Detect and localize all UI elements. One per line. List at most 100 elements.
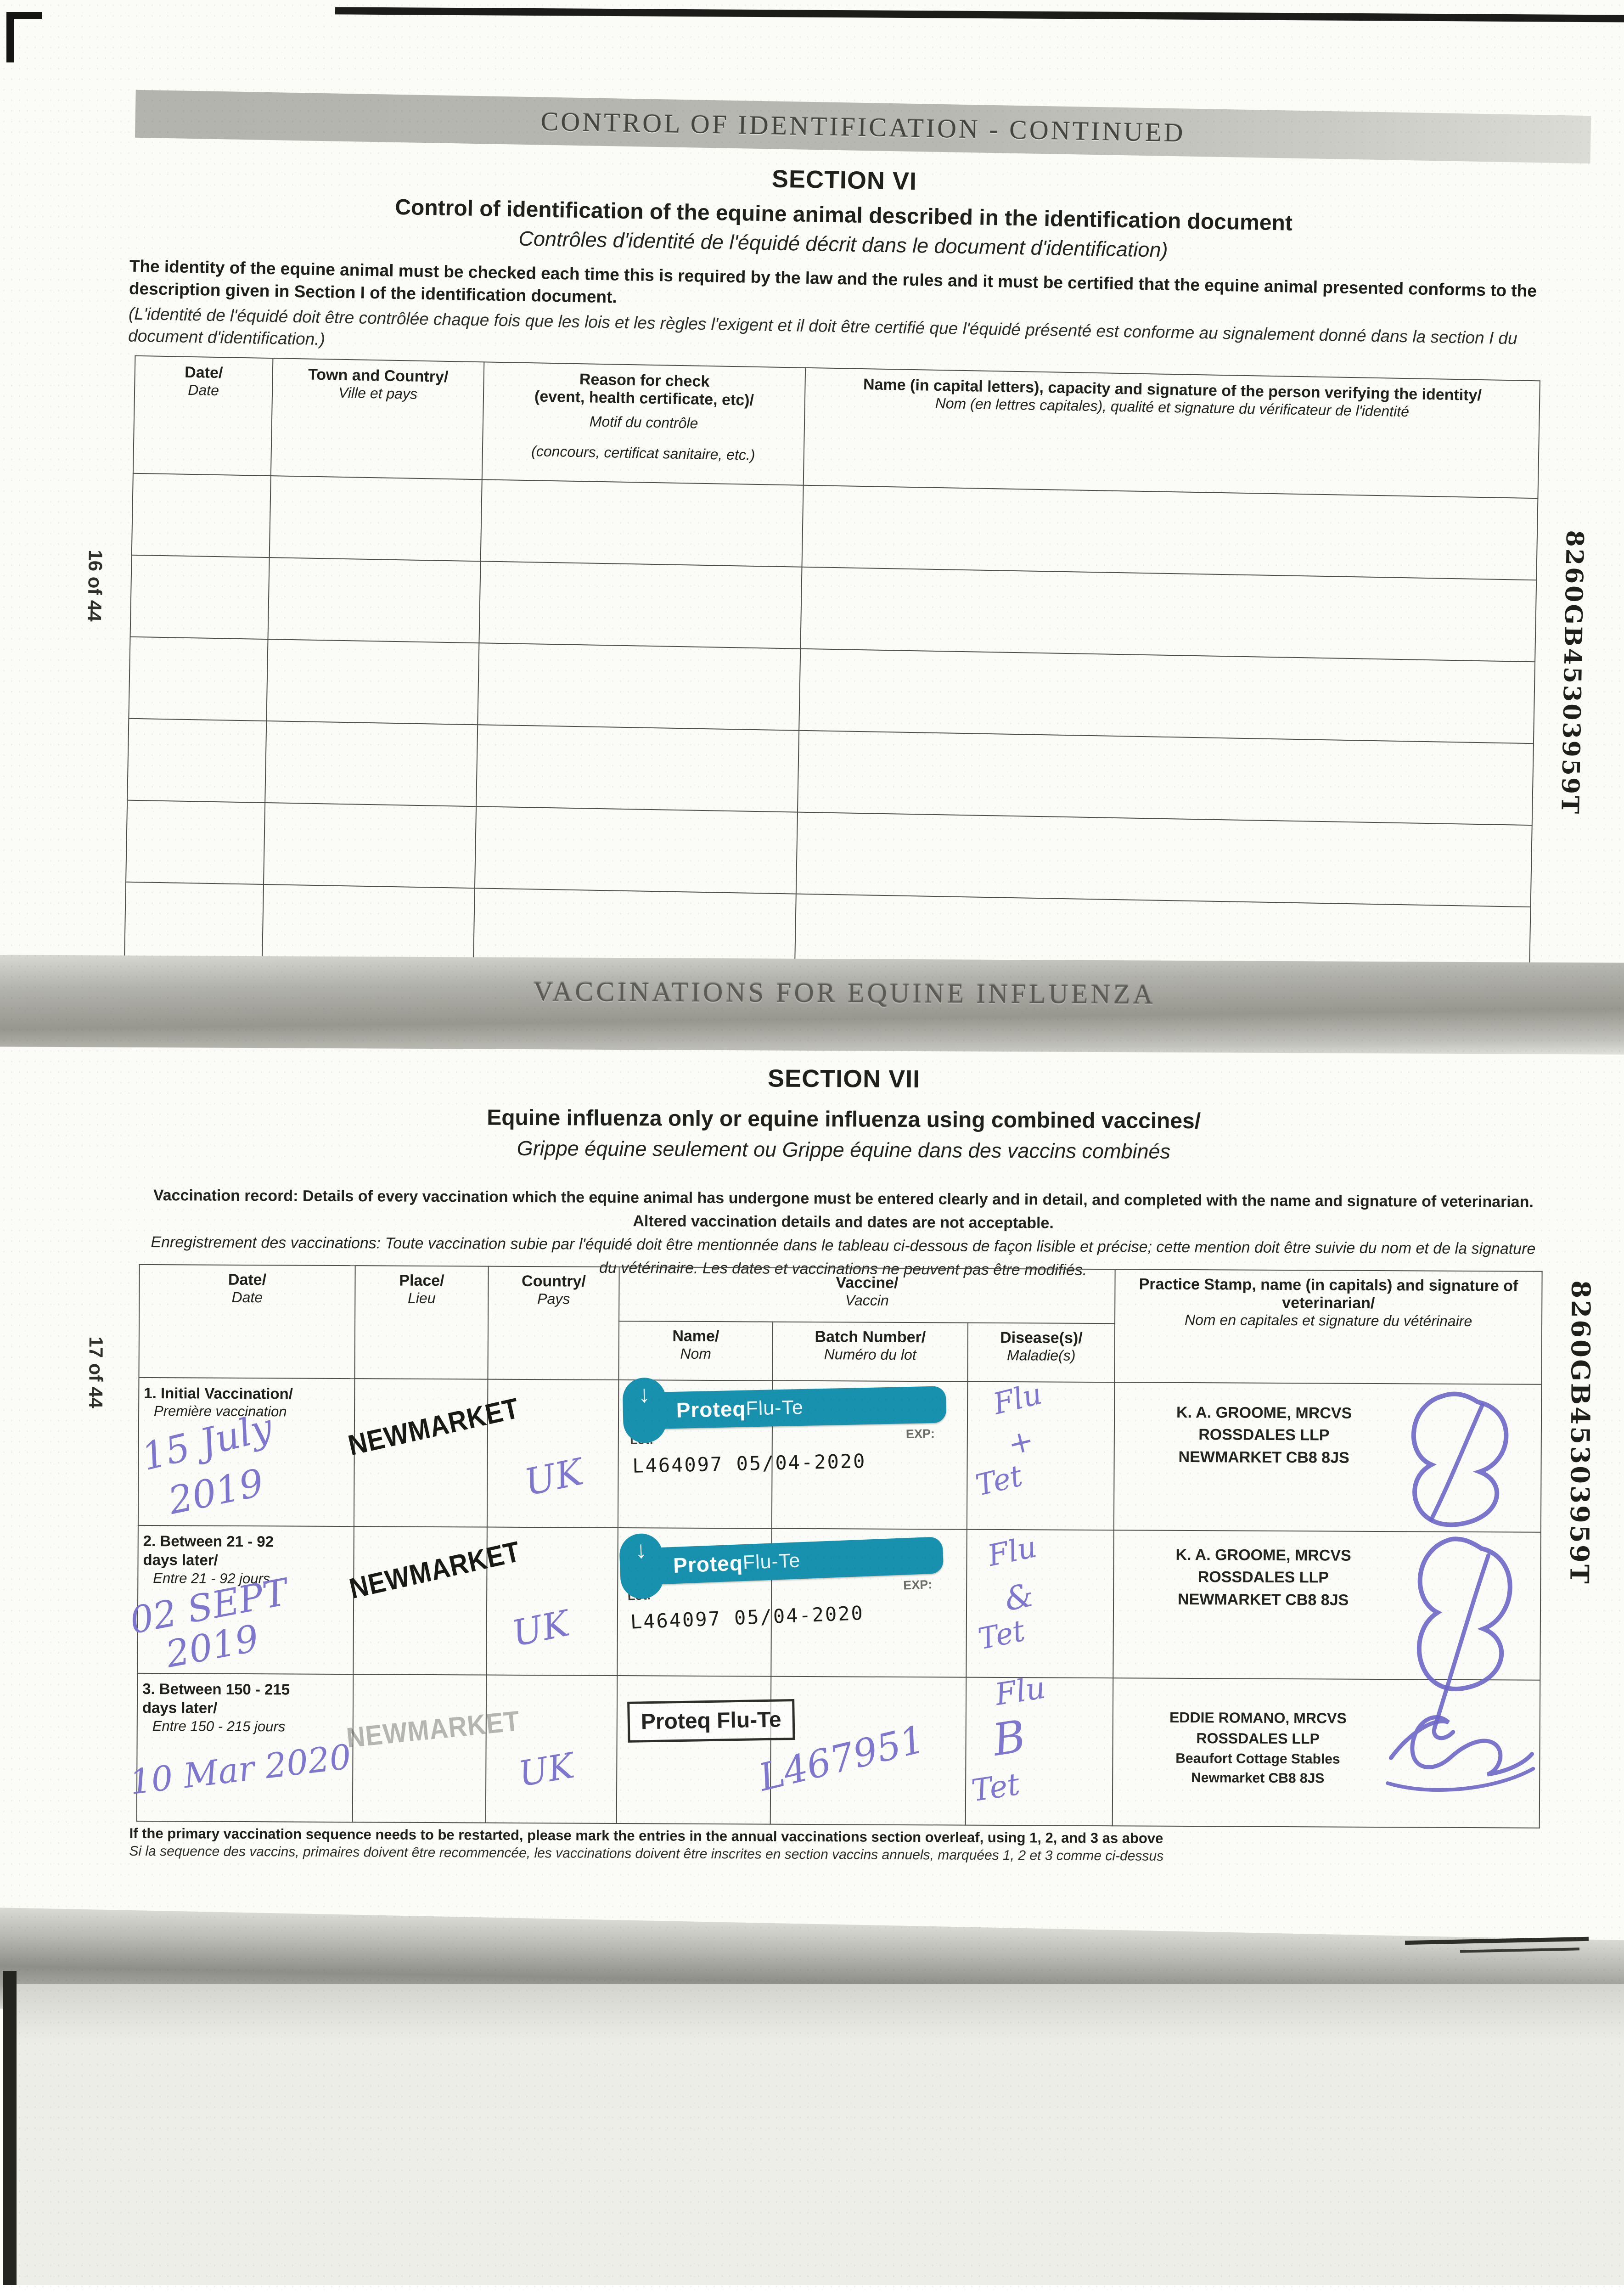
vet-stamp-line: ROSSDALES LLP [1197,1568,1329,1587]
section-vii-heading: SECTION VII [767,1064,921,1093]
col-town-country: Town and Country/ Ville et pays [270,358,484,480]
col-date: Date/ Date [139,1264,355,1379]
col-place: Place/ Lieu [354,1266,489,1379]
col-date-en: Date/ [228,1271,267,1289]
col-batch: Batch Number/ Numéro du lot [772,1322,968,1382]
section-vii-page: VACCINATIONS FOR EQUINE INFLUENZA SECTIO… [0,951,1624,1932]
handwritten-date: 10 Mar 2020 [127,1737,354,1803]
document-code: 8260GB45303959T [1564,1280,1596,1586]
place-cell: NEWMARKET [346,1526,523,1675]
col-country: Country/ Pays [488,1266,619,1380]
col-reason-fr2: (concours, certificat sanitaire, etc.) [531,443,755,463]
handwritten-disease: Flu [985,1530,1040,1574]
handwritten-country: UK [515,1745,577,1795]
vaccine-name-cell: ↓ Proteq Flu-Te Lot: EXP: L464097 05/04-… [617,1527,944,1677]
col-country-en: Country/ [522,1272,586,1290]
down-arrow-icon: ↓ [638,1381,651,1408]
handwritten-disease: + [1004,1422,1038,1463]
col-vname-en: Name/ [672,1327,719,1345]
col-date-en: Date/ [184,363,223,382]
vet-stamp-line: NEWMARKET CB8 8JS [1177,1590,1349,1609]
batch-cell [771,1528,967,1677]
col-disease-fr: Maladie(s) [1006,1347,1076,1364]
handwritten-batch: L467951 [754,1717,929,1800]
country-cell: UK [485,1675,618,1823]
row1-label-en: 1. Initial Vaccination/ [144,1384,293,1402]
identification-check-table: Date/ Date Town and Country/ Ville et pa… [124,355,1540,989]
vaccination-table: Date/ Date Place/ Lieu Country/ Pays Vac… [126,1264,1543,1829]
scan-bottom-edge [0,2285,1624,2296]
handwritten-disease: Tet [972,1459,1026,1503]
restart-note: If the primary vaccination sequence need… [129,1825,1543,1866]
vaccine-stamp-box: Proteq Flu-Te [627,1699,795,1743]
vaccine-name-cell: ↓ Proteq Flu-Te Lot: EXP: L464097 05/04-… [618,1377,947,1529]
col-place-fr: Lieu [407,1289,436,1307]
vet-stamp-line: K. A. GROOME, MRCVS [1175,1546,1351,1564]
row3-label-en2: days later/ [142,1699,218,1716]
page-number-16: 16 of 44 [84,549,107,622]
col-vaccine-name: Name/ Nom [618,1321,773,1381]
date-cell: 2. Between 21 - 92 days later/ Entre 21 … [126,1525,354,1676]
section-vii-title-en: Equine influenza only or equine influenz… [487,1105,1201,1134]
handwritten-disease: Flu [992,1670,1048,1713]
handwritten-disease: Flu [989,1377,1045,1422]
scan-corner-mark [6,12,14,62]
col-vaccine-en: Vaccine/ [836,1274,899,1292]
section-vi-intro: The identity of the equine animal must b… [128,255,1539,373]
col-vname-fr: Nom [680,1345,712,1362]
disease-cell: Flu + Tet [967,1377,1115,1531]
vet-stamp-line: Newmarket CB8 8JS [1191,1770,1325,1786]
row2-label-en2: days later/ [143,1551,218,1569]
col-disease: Disease(s)/ Maladie(s) [967,1322,1115,1383]
batch-cell: L467951 [754,1676,967,1825]
header-row-top: Date/ Date Place/ Lieu Country/ Pays Vac… [139,1264,1542,1384]
col-town-en: Town and Country/ [308,366,449,386]
vet-stamp-line: K. A. GROOME, MRCVS [1176,1403,1352,1422]
vet-stamp-line: EDDIE ROMANO, MRCVS [1169,1709,1347,1727]
section-vi-banner: CONTROL OF IDENTIFICATION - CONTINUED [135,90,1591,164]
scan-corner-mark [6,12,42,19]
handwritten-disease: B [989,1710,1029,1766]
col-country-fr: Pays [537,1290,570,1307]
col-town-fr: Ville et pays [338,384,418,402]
col-disease-en: Disease(s)/ [1000,1329,1083,1347]
practice-stamp-cell: K. A. GROOME, MRCVS ROSSDALES LLP NEWMAR… [1113,1530,1541,1740]
down-arrow-icon: ↓ [634,1536,648,1564]
place-cell: NEWMARKET [345,1674,521,1823]
practice-stamp-cell: K. A. GROOME, MRCVS ROSSDALES LLP NEWMAR… [1113,1382,1542,1532]
col-reason: Reason for check (event, health certific… [482,362,806,485]
date-cell: 3. Between 150 - 215 days later/ Entre 1… [128,1673,353,1823]
col-vaccine-group: Vaccine/ Vaccin [619,1266,1115,1324]
page-number-17: 17 of 44 [85,1336,107,1408]
col-batch-en: Batch Number/ [815,1328,926,1346]
vet-signature [1411,1391,1509,1527]
vet-stamp-line: ROSSDALES LLP [1198,1426,1330,1444]
row3-label-en: 3. Between 150 - 215 [142,1680,290,1698]
col-stamp-fr: Nom en capitales et signature du vétérin… [1184,1311,1472,1330]
banner-title: CONTROL OF IDENTIFICATION - CONTINUED [540,106,1186,147]
practice-stamp-cell: EDDIE ROMANO, MRCVS ROSSDALES LLP Beaufo… [1112,1678,1540,1828]
vet-signature [1386,1715,1535,1792]
handwritten-country: UK [521,1450,587,1504]
col-date-fr: Date [188,381,219,399]
country-cell: UK [487,1379,619,1528]
col-date: Date/ Date [133,355,273,476]
scan-left-edge [3,1971,17,2286]
disease-cell: Flu & Tet [966,1529,1114,1678]
row3-label-fr: Entre 150 - 215 jours [152,1717,286,1734]
vaccine-name-cell: Proteq Flu-Te [616,1675,795,1824]
document-code: 8260GB45303959T [1556,530,1589,816]
col-practice-stamp: Practice Stamp, name (in capitals) and s… [1114,1269,1542,1384]
col-vaccine-fr: Vaccin [845,1292,889,1309]
sticker-brand: Proteq [676,1396,746,1422]
col-date-fr: Date [231,1289,263,1306]
sticker-brand: Proteq [673,1551,743,1577]
vet-stamp-line: Beaufort Cottage Stables [1175,1750,1340,1767]
handwritten-disease: & [1001,1576,1037,1619]
sticker-arrow-icon: ↓ [618,1532,664,1600]
col-place-en: Place/ [399,1272,444,1290]
col-batch-fr: Numéro du lot [824,1346,916,1363]
vaccination-row-1: 1. Initial Vaccination/ Première vaccina… [138,1377,1542,1532]
date-cell: 1. Initial Vaccination/ Première vaccina… [138,1377,355,1527]
section-vii-title-fr: Grippe équine seulement ou Grippe équine… [517,1136,1171,1163]
